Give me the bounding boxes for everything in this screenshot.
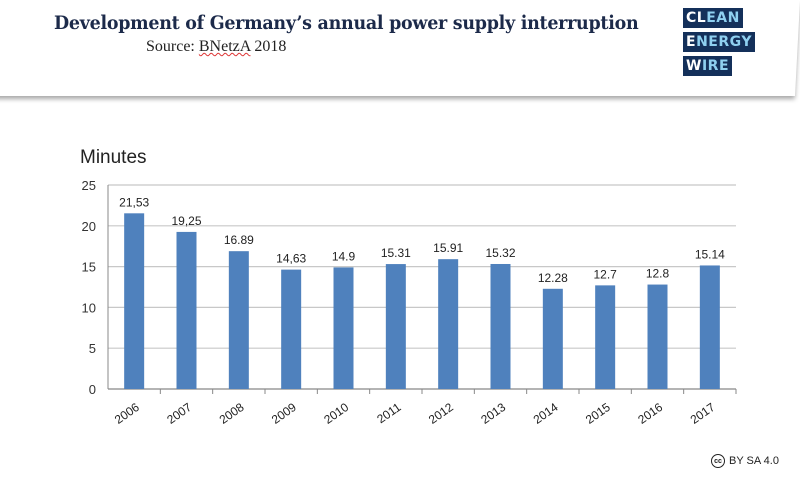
- data-label-2012: 15.91: [433, 241, 463, 255]
- bar-2013: [490, 263, 511, 389]
- bar-2012: [438, 259, 459, 389]
- x-tick-label-2008: 2008: [217, 400, 247, 427]
- bar-2016: [647, 284, 668, 389]
- data-label-2014: 12.28: [538, 271, 568, 285]
- source-text: Source: BNetzA 2018: [146, 38, 286, 56]
- x-tick-label-2007: 2007: [164, 400, 194, 427]
- y-tick-label: 15: [82, 260, 96, 275]
- data-label-2008: 16.89: [224, 233, 254, 247]
- license-badge: cc BY SA 4.0: [711, 454, 779, 468]
- chart-title: Development of Germany’s annual power su…: [54, 12, 639, 34]
- logo-line-2: ENERGY: [683, 32, 755, 52]
- license-text: BY SA 4.0: [729, 455, 779, 467]
- data-label-2009: 14,63: [276, 252, 306, 266]
- bar-2017: [699, 265, 720, 389]
- bar-2006: [124, 213, 145, 389]
- data-label-2007: 19,25: [171, 214, 201, 228]
- source-prefix: Source:: [146, 38, 199, 55]
- source-year: 2018: [250, 38, 287, 55]
- y-tick-label: 20: [82, 219, 96, 234]
- data-label-2015: 12.7: [593, 267, 617, 281]
- y-tick-label: 5: [89, 341, 96, 356]
- logo-line-3: WIRE: [683, 56, 733, 76]
- bar-2008: [228, 251, 249, 389]
- creative-commons-icon: cc: [711, 454, 725, 468]
- y-tick-label: 25: [82, 178, 96, 193]
- y-axis-label: Minutes: [80, 147, 147, 168]
- clean-energy-wire-logo: CLEAN ENERGY WIRE: [683, 8, 755, 80]
- data-label-2013: 15.32: [485, 246, 515, 260]
- x-tick-label-2015: 2015: [583, 400, 613, 427]
- x-tick-label-2014: 2014: [531, 400, 561, 427]
- x-tick-label-2012: 2012: [426, 400, 456, 427]
- bar-2009: [281, 269, 302, 389]
- x-tick-label-2013: 2013: [478, 400, 508, 427]
- x-tick-label-2016: 2016: [635, 400, 665, 427]
- bar-2015: [595, 285, 616, 389]
- y-tick-label: 10: [82, 300, 96, 315]
- x-tick-label-2006: 2006: [112, 400, 142, 427]
- bar-2010: [333, 267, 354, 389]
- bar-2014: [542, 288, 563, 389]
- bar-2011: [385, 264, 406, 389]
- x-tick-label-2011: 2011: [374, 400, 403, 426]
- y-tick-label: 0: [89, 382, 96, 397]
- data-label-2006: 21,53: [119, 195, 149, 209]
- data-label-2016: 12.8: [646, 267, 670, 281]
- logo-line-1: CLEAN: [683, 8, 743, 28]
- source-name: BNetzA: [198, 38, 251, 55]
- data-label-2017: 15.14: [695, 247, 725, 261]
- data-label-2011: 15.31: [381, 246, 411, 260]
- x-tick-label-2009: 2009: [269, 400, 299, 427]
- x-tick-label-2017: 2017: [688, 400, 718, 427]
- bar-2007: [176, 231, 197, 389]
- x-tick-label-2010: 2010: [321, 400, 351, 427]
- data-label-2010: 14.9: [332, 249, 356, 263]
